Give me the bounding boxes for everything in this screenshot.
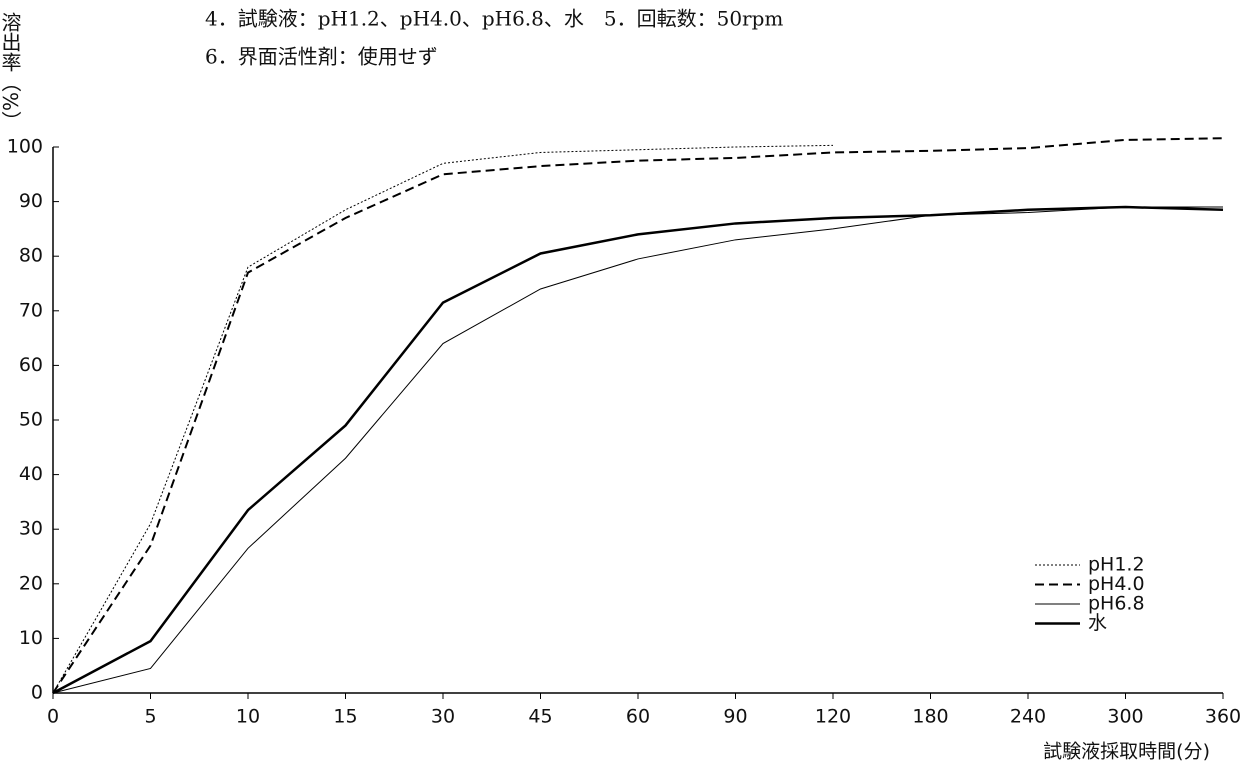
x-tick-label: 180	[912, 706, 948, 728]
x-tick-label: 15	[333, 706, 357, 728]
y-tick-label: 70	[19, 299, 43, 321]
x-tick-label: 30	[431, 706, 455, 728]
y-tick-label: 100	[7, 136, 43, 158]
x-tick-label: 5	[144, 706, 156, 728]
note: 4．試験液：pH1.2、pH4.0、pH6.8、水 5．回転数：50rpm	[205, 7, 783, 31]
legend-label: pH6.8	[1088, 593, 1145, 615]
y-tick-label: 10	[19, 627, 43, 649]
note: 6．界面活性剤：使用せず	[205, 45, 438, 69]
x-tick-label: 360	[1205, 706, 1241, 728]
y-axis-label: 溶出率（%）	[0, 12, 22, 131]
series-line	[52, 144, 834, 694]
series-line	[52, 206, 1223, 694]
x-tick-label: 90	[723, 706, 747, 728]
y-tick-label: 50	[19, 409, 43, 431]
series-line	[52, 137, 1224, 694]
y-tick-label: 40	[19, 463, 43, 485]
series-line	[52, 205, 1224, 695]
legend-label: pH4.0	[1088, 573, 1145, 595]
x-tick-label: 120	[815, 706, 851, 728]
x-tick-label: 10	[236, 706, 260, 728]
legend-label: pH1.2	[1088, 554, 1145, 576]
x-tick-label: 45	[528, 706, 552, 728]
x-tick-label: 300	[1107, 706, 1143, 728]
y-tick-label: 60	[19, 354, 43, 376]
x-axis-label: 試験液採取時間(分)	[1043, 741, 1210, 763]
x-tick-label: 0	[47, 706, 59, 728]
y-tick-label: 0	[31, 682, 43, 704]
x-tick-label: 240	[1010, 706, 1046, 728]
y-tick-label: 30	[19, 518, 43, 540]
y-tick-label: 90	[19, 190, 43, 212]
x-tick-label: 60	[626, 706, 650, 728]
legend-label: 水	[1088, 612, 1107, 634]
y-tick-label: 20	[19, 572, 43, 594]
y-tick-label: 80	[19, 245, 43, 267]
